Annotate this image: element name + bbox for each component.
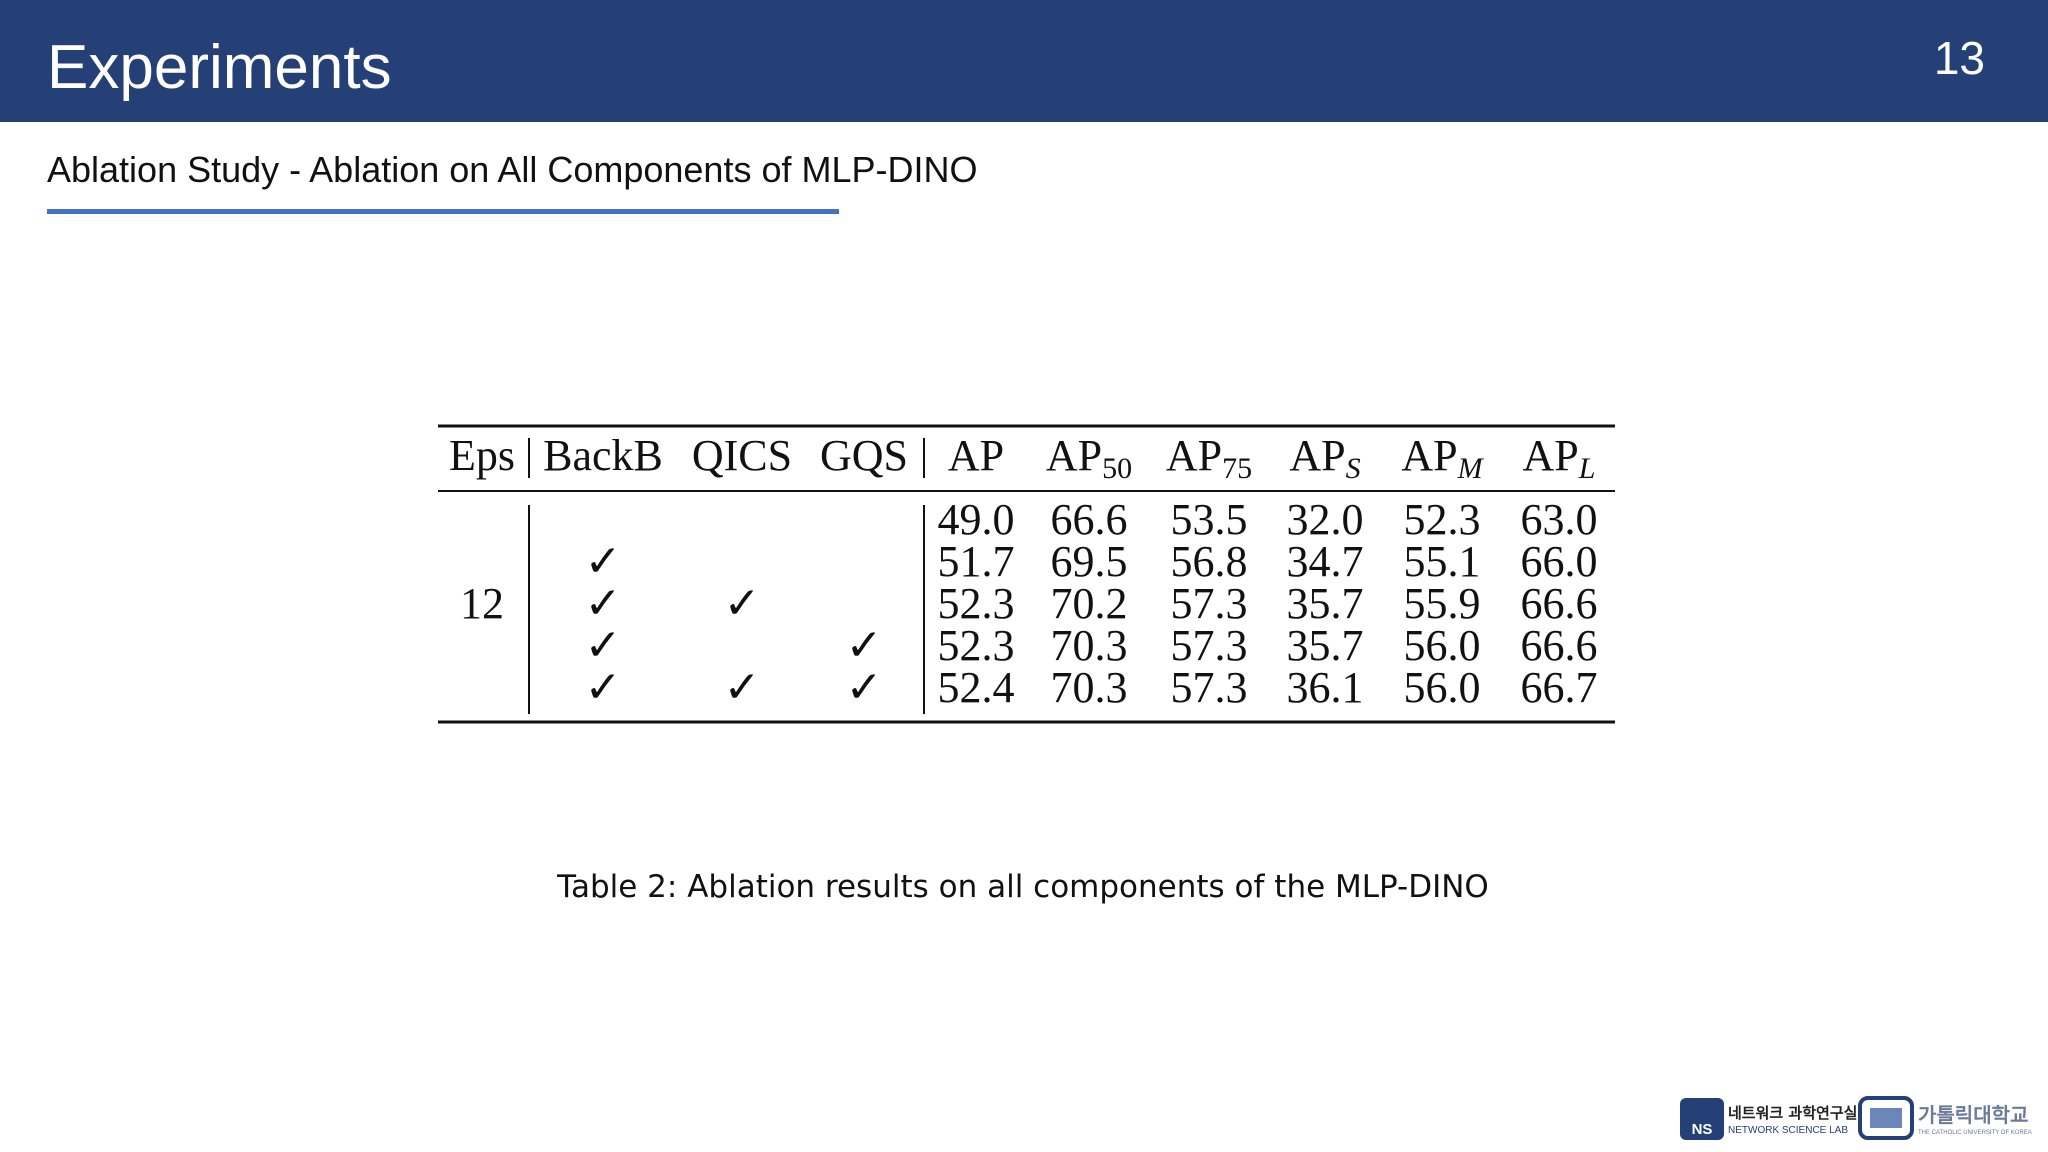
value-cell: 56.8 [1171, 537, 1248, 586]
header-subscript: M [1457, 452, 1485, 485]
column-header: APL [1523, 431, 1596, 485]
univ-english: THE CATHOLIC UNIVERSITY OF KOREA [1918, 1130, 2032, 1136]
column-header: APS [1289, 431, 1360, 485]
value-cell: 36.1 [1287, 663, 1364, 712]
page-number: 13 [1934, 32, 1985, 84]
value-cell: 63.0 [1521, 495, 1598, 544]
value-cell: 53.5 [1171, 495, 1248, 544]
check-mark: ✓ [724, 578, 761, 629]
lab-logo-icon [1680, 1098, 1724, 1140]
header-subscript: 50 [1102, 452, 1132, 485]
value-cell: 35.7 [1287, 579, 1364, 628]
epochs-cell: 12 [460, 579, 504, 628]
column-header: APM [1401, 431, 1484, 485]
check-mark: ✓ [724, 662, 761, 713]
value-cell: 66.6 [1521, 621, 1598, 670]
header-base: AP [1289, 431, 1345, 480]
header-base: AP [1046, 431, 1102, 480]
caption: Table 2: Ablation results on all compone… [556, 869, 1489, 905]
check-mark: ✓ [846, 662, 883, 713]
column-header: Eps [449, 431, 515, 480]
subtitle: Ablation Study - Ablation on All Compone… [47, 149, 977, 190]
header-subscript: S [1346, 452, 1361, 485]
value-cell: 35.7 [1287, 621, 1364, 670]
value-cell: 52.3 [938, 579, 1015, 628]
value-cell: 70.3 [1051, 621, 1128, 670]
header-base: AP [948, 431, 1004, 480]
check-mark: ✓ [585, 578, 622, 629]
header-base: AP [1523, 431, 1579, 480]
value-cell: 56.0 [1404, 663, 1481, 712]
column-header: AP50 [1046, 431, 1132, 485]
column-header: QICS [692, 431, 792, 480]
header-base: QICS [692, 431, 792, 480]
value-cell: 66.6 [1051, 495, 1128, 544]
subtitle-underline [47, 209, 839, 214]
value-cell: 52.4 [938, 663, 1015, 712]
univ-logo-inner [1870, 1108, 1902, 1128]
value-cell: 55.9 [1404, 579, 1481, 628]
header-subscript: 75 [1222, 452, 1252, 485]
value-cell: 32.0 [1287, 495, 1364, 544]
lab-english: NETWORK SCIENCE LAB [1728, 1125, 1848, 1136]
header-base: BackB [543, 431, 663, 480]
value-cell: 49.0 [938, 495, 1015, 544]
header-base: Eps [449, 431, 515, 480]
check-mark: ✓ [585, 662, 622, 713]
value-cell: 70.2 [1051, 579, 1128, 628]
lab-korean: 네트워크 과학연구실 [1728, 1104, 1857, 1122]
header-base: AP [1401, 431, 1457, 480]
column-header: BackB [543, 431, 663, 480]
table: Eps BackB QICS GQS AP AP50 AP75 APS APM APL1249.0… [438, 424, 1615, 724]
value-cell: 34.7 [1287, 537, 1364, 586]
check-mark: ✓ [846, 620, 883, 671]
header-band [0, 0, 2048, 122]
slide-title: Experiments [47, 33, 392, 102]
value-cell: 69.5 [1051, 537, 1128, 586]
header-base: AP [1166, 431, 1222, 480]
value-cell: 57.3 [1171, 621, 1248, 670]
value-cell: 52.3 [938, 621, 1015, 670]
value-cell: 55.1 [1404, 537, 1481, 586]
lab-badge: NS [1692, 1121, 1713, 1138]
column-header: AP [948, 431, 1004, 480]
header-base: GQS [820, 431, 908, 480]
value-cell: 57.3 [1171, 663, 1248, 712]
column-header: AP75 [1166, 431, 1252, 485]
column-header: GQS [820, 431, 908, 480]
logos: NS 네트워크 과학연구실 NETWORK SCIENCE LAB 가톨릭대학교… [1680, 1096, 2032, 1140]
univ-logo-icon [1858, 1096, 1914, 1140]
value-cell: 66.0 [1521, 537, 1598, 586]
value-cell: 66.6 [1521, 579, 1598, 628]
header-subscript: L [1578, 452, 1596, 485]
value-cell: 56.0 [1404, 621, 1481, 670]
value-cell: 70.3 [1051, 663, 1128, 712]
value-cell: 66.7 [1521, 663, 1598, 712]
value-cell: 57.3 [1171, 579, 1248, 628]
check-mark: ✓ [585, 536, 622, 587]
check-mark: ✓ [585, 620, 622, 671]
univ-korean: 가톨릭대학교 [1918, 1103, 2028, 1127]
value-cell: 51.7 [938, 537, 1015, 586]
value-cell: 52.3 [1404, 495, 1481, 544]
